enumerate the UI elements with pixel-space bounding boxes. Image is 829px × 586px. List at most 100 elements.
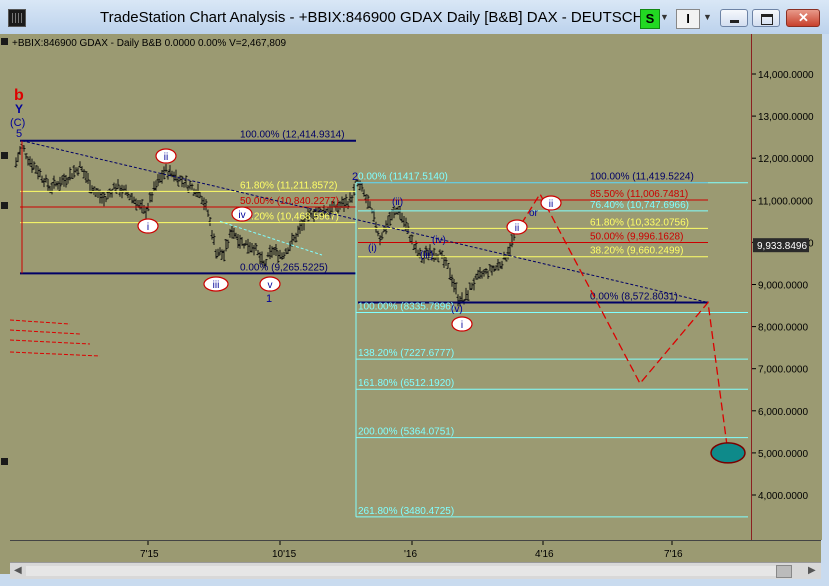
scroll-left-arrow-icon[interactable]: ◀ (14, 565, 22, 576)
wave-label-iii-circle (203, 276, 229, 292)
wave-label-circle-i-circle (451, 316, 473, 332)
projection-stub-line (10, 329, 81, 335)
wave-label-or: or (529, 208, 539, 219)
wave-label-b: b (14, 87, 24, 104)
wave-label-paren-v: (v) (451, 304, 463, 315)
projection-stub-line (10, 319, 71, 325)
maximize-button[interactable] (752, 9, 780, 27)
last-price-marker (753, 238, 809, 253)
fib-extension-label: 0.00% (11417.5140) (358, 172, 448, 183)
price-tick-label: 6,000.0000 (758, 407, 808, 418)
time-axis[interactable]: 7'15 10'15 '16 4'16 7'16 (10, 540, 821, 563)
left-marker-icon[interactable] (1, 202, 8, 209)
trendline-upper (21, 140, 709, 303)
price-tick-label: 5,000.0000 (758, 449, 808, 460)
wave-label-i-circle (137, 218, 159, 234)
wave-label-i: i (147, 222, 149, 233)
fib-extension-label: 161.80% (6512.1920) (358, 378, 454, 389)
fib-2016-retrace-label: 61.80% (10,332.0756) (590, 217, 689, 228)
price-bars-group (14, 141, 516, 307)
wave-label-paren-i: (i) (368, 243, 377, 254)
wave-annotations-group: bY(C)5iiiiiiivv12(i)(ii)(iii)(iv)(v)iiii… (10, 87, 562, 332)
price-tick-label: 9,000.0000 (758, 281, 808, 292)
time-axis-svg: 7'15 10'15 '16 4'16 7'16 (140, 541, 683, 560)
scroll-thumb[interactable] (776, 565, 792, 578)
time-tick-label: 10'15 (272, 549, 297, 560)
price-tick-label: 8,000.0000 (758, 323, 808, 334)
fib-2015-label: 38.20% (10,468.5967) (240, 212, 339, 223)
horizontal-scrollbar[interactable]: ◀ ▶ (10, 562, 821, 579)
fib-2016-retrace-label: 85.50% (11,006.7481) (590, 189, 688, 200)
wave-label-v: v (268, 280, 273, 291)
wave-label-C: (C) (10, 117, 25, 129)
last-price-label: 9,933.8496 (757, 241, 807, 252)
fib-2016-retrace-label: 38.20% (9,660.2499) (590, 246, 683, 257)
wave-label-circle-ii-alt: ii (549, 199, 553, 210)
wave-label-circle-i: i (461, 320, 463, 331)
left-marker-icon[interactable] (1, 152, 8, 159)
target-ellipse (710, 442, 746, 464)
time-tick-label: 7'16 (664, 549, 683, 560)
fib-2015-label: 50.00% (10,840.2277) (240, 196, 339, 207)
i-dropdown-arrow-icon[interactable]: ▼ (703, 12, 712, 22)
price-tick-label: 11,000.0000 (758, 196, 813, 207)
scroll-right-arrow-icon[interactable]: ▶ (808, 565, 816, 576)
wave-label-circle-ii: ii (515, 223, 519, 234)
wave-label-2: 2 (352, 171, 358, 183)
wave-label-iv: iv (238, 210, 245, 221)
chart-header-text: +BBIX:846900 GDAX - Daily B&B 0.0000 0.0… (12, 38, 287, 49)
minimize-button[interactable] (720, 9, 748, 27)
price-axis-svg: 14,000.0000 13,000.0000 12,000.0000 11,000.… (752, 70, 814, 502)
fibonacci-lines-group: 100.00% (12,414.9314) 61.80% (11,211.8572… (10, 130, 748, 518)
fib-extension-label: 261.80% (3480.4725) (358, 506, 454, 517)
wave-label-paren-ii: (ii) (392, 197, 403, 208)
time-tick-label: 4'16 (535, 549, 554, 560)
wave-label-ii: ii (164, 152, 168, 163)
s-dropdown-arrow-icon[interactable]: ▼ (660, 12, 669, 22)
fib-extension-label: 138.20% (7227.6777) (358, 348, 454, 359)
price-tick-label: 4,000.0000 (758, 491, 808, 502)
wave-label-iv-circle (231, 206, 253, 222)
wave-label-paren-iv: (iv) (432, 235, 446, 246)
wave-label-paren-iii: (iii) (420, 250, 433, 261)
wave-label-Y: Y (15, 102, 23, 116)
time-tick-label: '16 (404, 549, 417, 560)
window-title: TradeStation Chart Analysis - +BBIX:8469… (100, 9, 640, 26)
app-chart-icon[interactable] (8, 9, 26, 27)
wave-label-circle-ii-alt-circle (540, 195, 562, 211)
wave-label-ii-circle (155, 148, 177, 164)
left-marker-icon[interactable] (1, 458, 8, 465)
fib-2016-retrace-label: 0.00% (8,572.8031) (590, 291, 678, 302)
fib-extension-label: 200.00% (5364.0751) (358, 427, 454, 438)
projection-stub-line (10, 351, 101, 357)
fib-2015-label: 61.80% (11,211.8572) (240, 180, 337, 191)
wave-label-circle-ii-circle (506, 219, 528, 235)
fib-2016-retrace-label: 50.00% (9,996.1628) (590, 232, 683, 243)
fib-2016-retrace-label: 76.40% (10,747.6966) (590, 200, 689, 211)
left-marker-icon[interactable] (1, 38, 8, 45)
price-tick-label: 7,000.0000 (758, 365, 808, 376)
wave-label-iii: iii (213, 280, 220, 291)
indicator-i-button[interactable]: I (676, 9, 700, 29)
strategy-s-button[interactable]: S (640, 9, 660, 29)
time-tick-label: 7'15 (140, 549, 159, 560)
fib-2015-label: 100.00% (12,414.9314) (240, 130, 345, 141)
projection-path (514, 192, 729, 453)
projection-stub-line (10, 339, 91, 345)
price-tick-label: 14,000.0000 (758, 70, 814, 81)
close-button[interactable] (786, 9, 820, 27)
scroll-track[interactable] (26, 566, 776, 576)
title-bar[interactable]: TradeStation Chart Analysis - +BBIX:8469… (0, 0, 829, 34)
price-chart-plot[interactable]: +BBIX:846900 GDAX - Daily B&B 0.0000 0.0… (10, 34, 751, 540)
price-tick-label: 12,000.0000 (758, 154, 814, 165)
fib-extension-label: 100.00% (8335.7896) (358, 301, 454, 312)
price-tick-label: 13,000.0000 (758, 112, 814, 123)
price-chart-svg[interactable]: +BBIX:846900 GDAX - Daily B&B 0.0000 0.0… (10, 34, 751, 540)
wave-label-5: 5 (16, 128, 22, 140)
wave-label-1: 1 (266, 293, 272, 305)
fib-2016-retrace-label: 100.00% (11,419.5224) (590, 172, 694, 183)
price-axis[interactable]: 14,000.0000 13,000.0000 12,000.0000 11,000.… (751, 34, 822, 540)
wave-label-v-circle (259, 276, 281, 292)
trendline-cyan (219, 220, 323, 256)
